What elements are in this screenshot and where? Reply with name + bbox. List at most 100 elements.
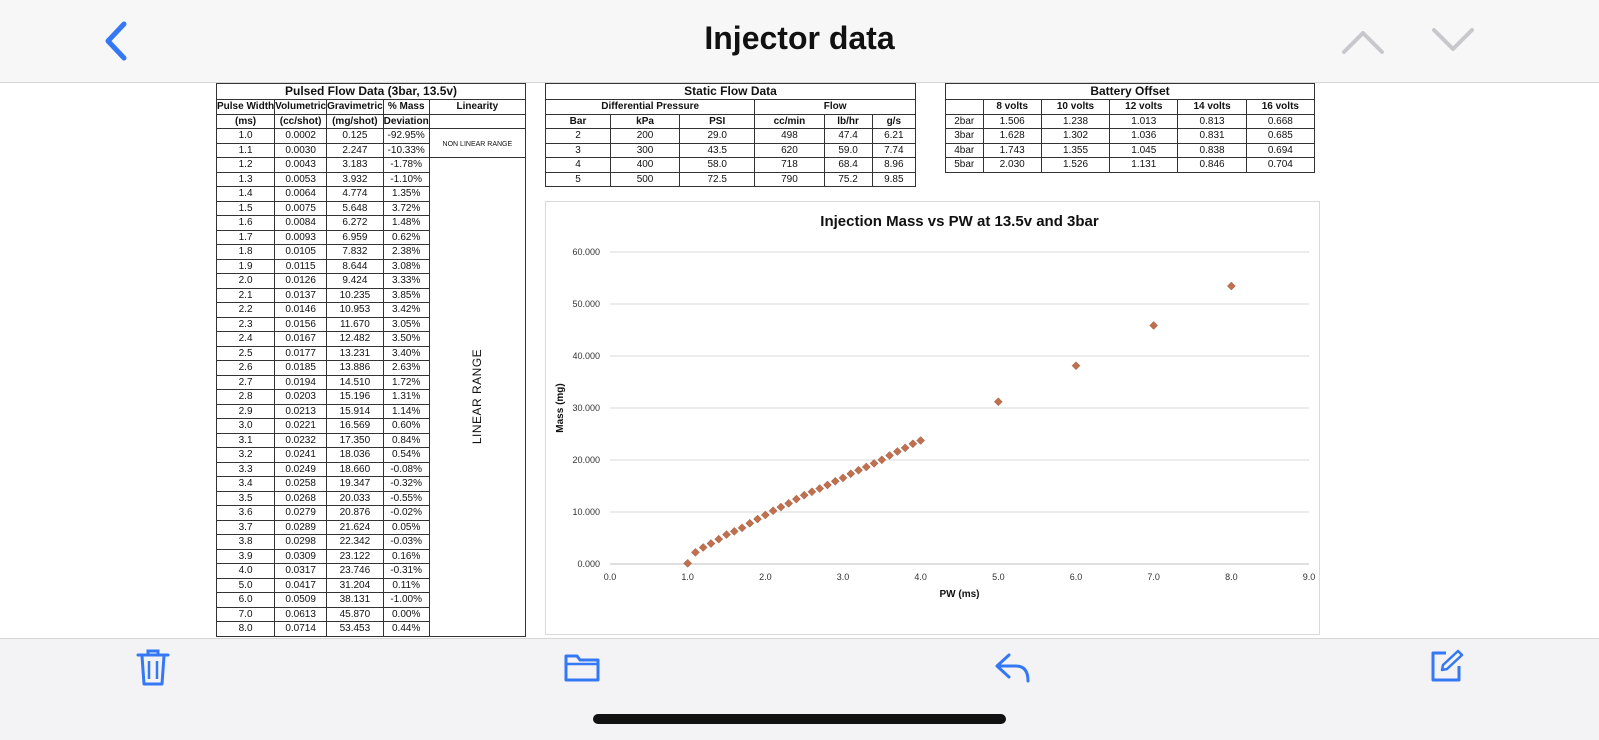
table-cell: 5.0 — [215, 577, 276, 593]
trash-icon[interactable] — [135, 647, 171, 687]
table-cell: 0.846 — [1177, 157, 1247, 173]
pulsed-flow-table: Pulsed Flow Data (3bar, 13.5v) Pulse Wid… — [215, 83, 527, 637]
document-view[interactable]: Pulsed Flow Data (3bar, 13.5v) Pulse Wid… — [0, 83, 1599, 638]
data-point — [807, 487, 817, 497]
y-tick-label: 20.000 — [572, 455, 600, 465]
chevron-up-icon[interactable] — [1340, 26, 1386, 56]
table-cell: 0.0203 — [274, 389, 328, 405]
data-point — [815, 484, 825, 493]
table-cell: 0.0105 — [274, 244, 328, 260]
table-cell: 6.959 — [326, 229, 384, 245]
table-cell: 0.125 — [326, 128, 384, 144]
table-row: 7.0 0.0613 45.870 0.00% — [215, 606, 526, 622]
column-header: 8 volts — [982, 99, 1042, 115]
table-row: 1.3 0.0053 3.932 -1.10% — [215, 171, 526, 187]
table-row: 2.5 0.0177 13.231 3.40% — [215, 345, 526, 361]
data-point — [916, 436, 926, 445]
table-row: 4bar 1.743 1.355 1.045 0.838 0.694 — [945, 142, 1316, 158]
y-tick-label: 60.000 — [572, 247, 600, 257]
table-cell: 14.510 — [326, 374, 384, 390]
table-cell: 13.231 — [326, 345, 384, 361]
data-point — [846, 469, 856, 479]
table-cell: 1.3 — [215, 171, 276, 187]
table-cell: 29.0 — [679, 128, 756, 144]
table-cell: 1.14% — [382, 403, 430, 419]
table-cell: 0.0043 — [274, 157, 328, 173]
data-point — [1071, 361, 1081, 371]
table-cell: 3.1 — [215, 432, 276, 448]
table-cell: 3.85% — [382, 287, 430, 303]
table-row: 2.6 0.0185 13.886 2.63% — [215, 360, 526, 376]
data-point — [722, 530, 731, 539]
page-title: Injector data — [704, 20, 895, 56]
group-header-flow: Flow — [754, 99, 916, 115]
x-tick-label: 4.0 — [914, 572, 927, 582]
table-cell: 1.628 — [982, 128, 1042, 144]
table-cell: 3.40% — [382, 345, 430, 361]
compose-icon[interactable] — [1428, 648, 1464, 684]
table-cell: 21.624 — [326, 519, 384, 535]
table-cell: 0.813 — [1177, 113, 1247, 129]
column-header-unit — [428, 113, 527, 129]
table-row: 1.1 0.0030 2.247 -10.33% — [215, 142, 526, 158]
table-cell: 0.0268 — [274, 490, 328, 506]
table-cell: 200 — [609, 128, 681, 144]
data-point — [993, 397, 1003, 407]
table-cell: 0.0249 — [274, 461, 328, 477]
table-cell: -0.55% — [382, 490, 430, 506]
table-cell: 8.0 — [215, 621, 276, 637]
x-tick-label: 0.0 — [604, 572, 617, 582]
table-row: 3.2 0.0241 18.036 0.54% — [215, 447, 526, 463]
column-header: Gravimetric — [326, 99, 384, 115]
table-cell: 0.0613 — [274, 606, 328, 622]
table-cell: 0.44% — [382, 621, 430, 637]
table-cell: 10.235 — [326, 287, 384, 303]
table-row: 3.0 0.0221 16.569 0.60% — [215, 418, 526, 434]
table-cell: -1.10% — [382, 171, 430, 187]
table-cell: 0.831 — [1177, 128, 1247, 144]
home-indicator[interactable] — [593, 714, 1006, 724]
table-cell: 43.5 — [679, 142, 756, 158]
table-cell: 2.9 — [215, 403, 276, 419]
column-header: 10 volts — [1040, 99, 1111, 115]
table-cell: 1.5 — [215, 200, 276, 216]
table-cell: 59.0 — [823, 142, 873, 158]
table-cell: 68.4 — [823, 157, 873, 173]
table-row: 3.6 0.0279 20.876 -0.02% — [215, 505, 526, 521]
table-cell: 0.694 — [1245, 142, 1316, 158]
table-cell: 0.54% — [382, 447, 430, 463]
table-row: 5 500 72.5 790 75.2 9.85 — [545, 171, 917, 187]
table-cell: 1.35% — [382, 186, 430, 202]
table-cell: 1.9 — [215, 258, 276, 274]
table-cell: 3.05% — [382, 316, 430, 332]
column-header: 12 volts — [1109, 99, 1179, 115]
data-point — [830, 476, 840, 486]
table-cell: 2.0 — [215, 273, 276, 289]
table-cell: 75.2 — [823, 171, 873, 187]
table-cell: 3.0 — [215, 418, 276, 434]
table-cell: 8.96 — [871, 157, 917, 173]
table-cell: 3.5 — [215, 490, 276, 506]
table-cell: 1.355 — [1040, 142, 1111, 158]
table-cell: 3 — [545, 142, 611, 158]
table-cell: 2 — [545, 128, 611, 144]
table-cell: 0.0213 — [274, 403, 328, 419]
y-tick-label: 10.000 — [572, 507, 600, 517]
table-cell: 2.5 — [215, 345, 276, 361]
table-row: 1.0 0.0002 0.125 -92.95% NON LINEAR RANGE — [215, 128, 527, 158]
table-cell: 0.0146 — [274, 302, 328, 318]
table-cell: 0.16% — [382, 548, 430, 564]
table-cell: 3.50% — [382, 331, 430, 347]
table-cell: 18.036 — [326, 447, 384, 463]
folder-icon[interactable] — [563, 651, 601, 683]
table-cell: 3.9 — [215, 548, 276, 564]
chevron-left-icon[interactable] — [98, 18, 134, 64]
x-tick-label: 7.0 — [1147, 572, 1160, 582]
chevron-down-icon[interactable] — [1430, 26, 1476, 56]
reply-icon[interactable] — [994, 651, 1032, 685]
table-cell: 0.0053 — [274, 171, 328, 187]
table-cell: 2.2 — [215, 302, 276, 318]
data-point — [737, 523, 747, 533]
table-cell: 1.302 — [1040, 128, 1111, 144]
y-tick-label: 0.000 — [577, 559, 600, 569]
